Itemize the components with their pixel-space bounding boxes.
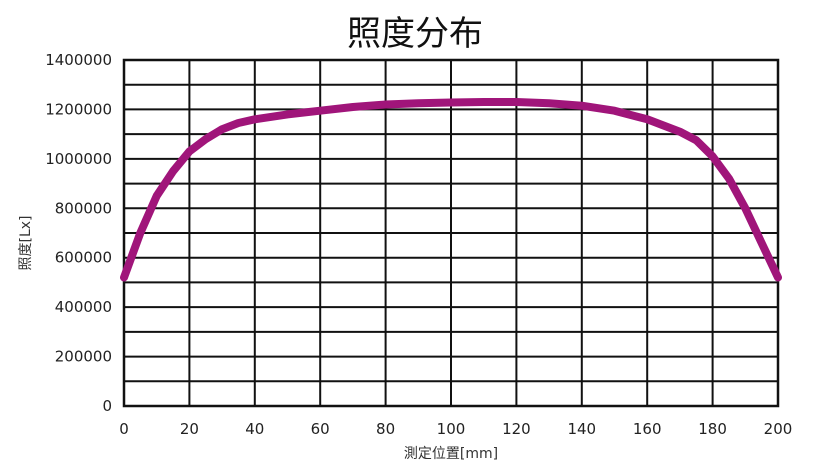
x-tick-label: 140 [567,420,596,438]
x-tick-label: 200 [764,420,793,438]
y-tick-label: 0 [102,397,112,415]
y-tick-label: 600000 [55,249,112,267]
y-axis-label: 照度[Lx] [18,215,34,270]
y-tick-label: 400000 [55,298,112,316]
y-tick-label: 1400000 [45,51,112,69]
x-axis-label: 測定位置[mm] [404,446,498,462]
x-tick-label: 80 [376,420,395,438]
grid-lines [123,59,779,407]
y-tick-label: 200000 [55,348,112,366]
y-tick-label: 800000 [55,199,112,217]
y-tick-labels: 0 200000 400000 600000 800000 1000000 1200000 1… [45,51,112,415]
x-tick-label: 180 [698,420,727,438]
x-tick-label: 0 [119,420,129,438]
x-tick-label: 40 [245,420,264,438]
chart-title: 照度分布 [347,14,483,54]
x-tick-label: 100 [437,420,466,438]
x-tick-label: 120 [502,420,531,438]
y-tick-label: 1200000 [45,100,112,118]
y-tick-label: 1000000 [45,150,112,168]
x-tick-labels: 0 20 40 60 80 100 120 140 160 180 200 [119,420,792,438]
x-tick-label: 60 [311,420,330,438]
x-tick-label: 20 [180,420,199,438]
series-line [120,98,782,282]
plot-frame [122,58,780,408]
x-tick-label: 160 [633,420,662,438]
